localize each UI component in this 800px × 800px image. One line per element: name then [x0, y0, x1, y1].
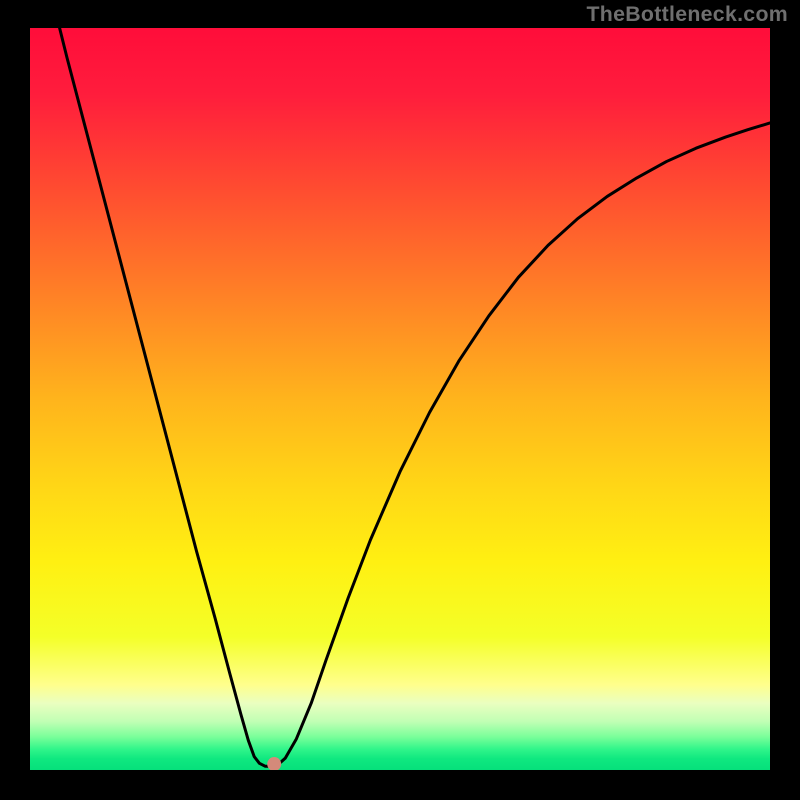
- plot-area: [30, 28, 770, 770]
- gradient-background: [30, 28, 770, 770]
- plot-svg: [30, 28, 770, 770]
- watermark-label: TheBottleneck.com: [586, 2, 788, 27]
- chart-stage: TheBottleneck.com: [0, 0, 800, 800]
